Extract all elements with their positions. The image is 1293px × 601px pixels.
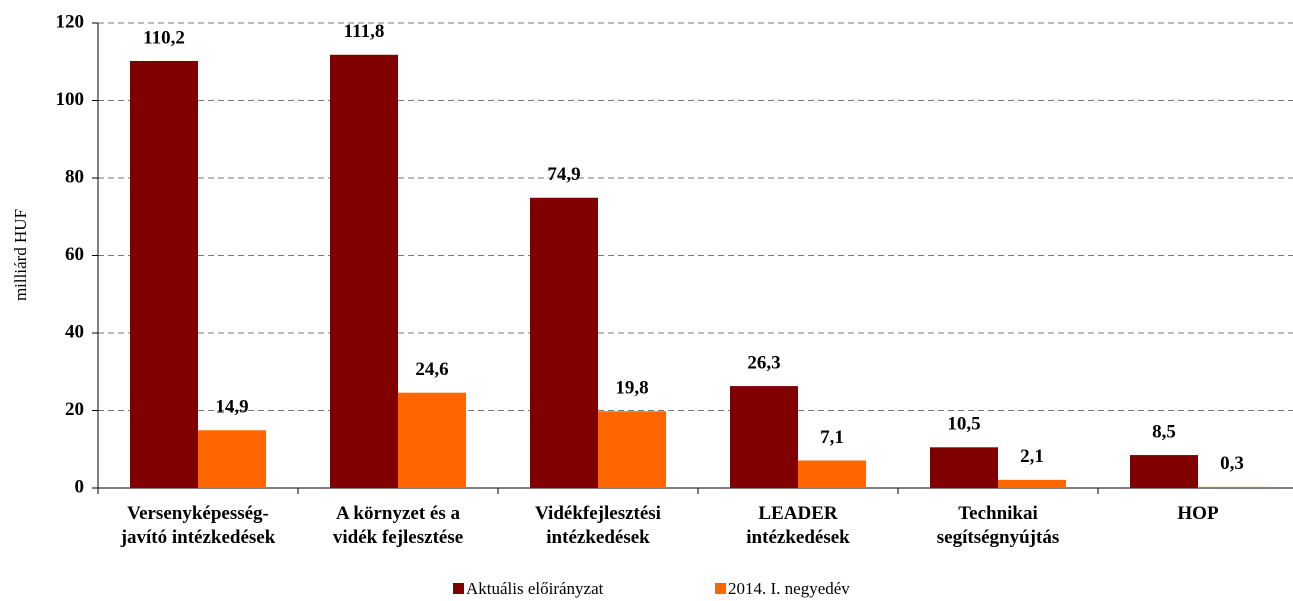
- bar: [130, 60, 198, 488]
- y-tick-label: 20: [65, 399, 84, 420]
- bar: [730, 386, 798, 488]
- bar: [930, 447, 998, 488]
- bar: [1130, 455, 1198, 488]
- bar: [798, 460, 866, 488]
- legend-label: 2014. I. negyedév: [728, 579, 850, 598]
- data-label: 0,3: [1220, 453, 1244, 474]
- legend-label: Aktuális előirányzat: [466, 579, 604, 598]
- bar: [330, 54, 398, 489]
- bar: [598, 411, 666, 488]
- y-tick-label: 40: [65, 321, 84, 342]
- data-label: 7,1: [820, 427, 844, 448]
- y-axis-label: milliárd HUF: [11, 209, 30, 301]
- data-label: 19,8: [615, 378, 648, 399]
- x-tick-label: LEADER intézkedések: [746, 503, 850, 548]
- data-label: 24,6: [415, 359, 448, 380]
- data-label: 26,3: [747, 352, 780, 373]
- data-label: 111,8: [344, 21, 385, 42]
- data-label: 8,5: [1152, 421, 1176, 442]
- data-label: 2,1: [1020, 446, 1044, 467]
- data-label: 14,9: [215, 397, 248, 418]
- x-tick-label: A környzet és a vidék fejlesztése: [332, 503, 464, 548]
- bar: [530, 197, 598, 488]
- x-tick-label: Vidékfejlesztési intézkedések: [535, 503, 661, 548]
- bar: [998, 479, 1066, 488]
- y-tick-label: 120: [56, 11, 85, 32]
- x-tick-label: Versenyképesség- javító intézkedések: [120, 503, 276, 548]
- data-label: 10,5: [947, 414, 980, 435]
- x-tick-label: HOP: [1177, 503, 1219, 524]
- bar: [398, 392, 466, 488]
- y-tick-label: 0: [75, 476, 85, 497]
- y-tick-label: 60: [65, 244, 84, 265]
- data-label: 74,9: [547, 164, 580, 185]
- legend-swatch: [453, 583, 464, 594]
- legend-swatch: [715, 583, 726, 594]
- x-tick-label: Technikai segítségnyújtás: [936, 503, 1060, 548]
- data-label: 110,2: [143, 27, 185, 48]
- y-tick-label: 100: [56, 89, 85, 110]
- bar: [1198, 486, 1266, 488]
- y-tick-label: 80: [65, 166, 84, 187]
- bar: [198, 430, 266, 488]
